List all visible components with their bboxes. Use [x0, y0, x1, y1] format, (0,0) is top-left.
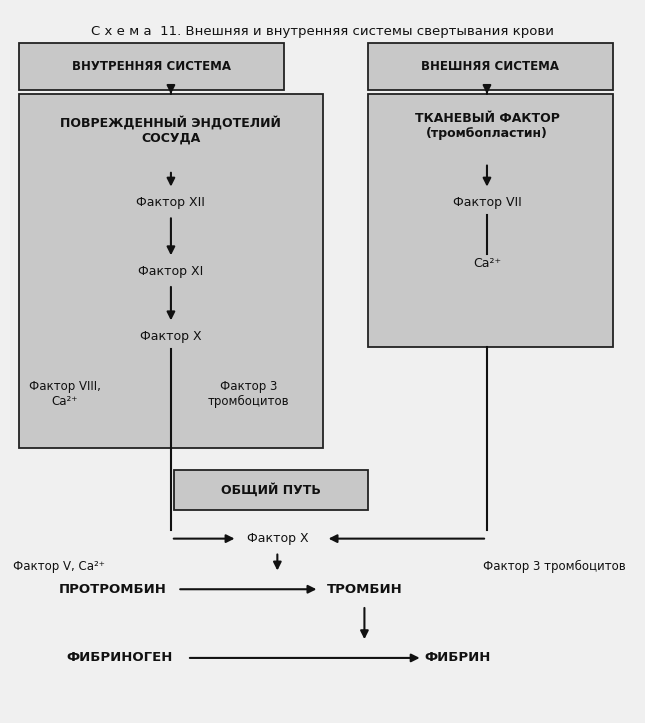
Text: Фактор Х: Фактор Х [140, 330, 202, 343]
FancyBboxPatch shape [368, 94, 613, 347]
Text: Фактор 3 тромбоцитов: Фактор 3 тромбоцитов [483, 560, 626, 573]
Text: ВНУТРЕННЯЯ СИСТЕМА: ВНУТРЕННЯЯ СИСТЕМА [72, 61, 231, 73]
Text: Фактор XI: Фактор XI [138, 265, 204, 278]
FancyBboxPatch shape [19, 43, 284, 90]
Text: ФИБРИНОГЕН: ФИБРИНОГЕН [66, 651, 172, 664]
Text: Ca²⁺: Ca²⁺ [473, 257, 501, 270]
Text: ТКАНЕВЫЙ ФАКТОР
(тромбопластин): ТКАНЕВЫЙ ФАКТОР (тромбопластин) [415, 112, 559, 140]
Text: С х е м а  11. Внешняя и внутренняя системы свертывания крови: С х е м а 11. Внешняя и внутренняя систе… [91, 25, 554, 38]
Text: ПОВРЕЖДЕННЫЙ ЭНДОТЕЛИЙ
СОСУДА: ПОВРЕЖДЕННЫЙ ЭНДОТЕЛИЙ СОСУДА [61, 116, 281, 145]
FancyBboxPatch shape [19, 94, 322, 448]
FancyBboxPatch shape [174, 470, 368, 510]
FancyBboxPatch shape [368, 43, 613, 90]
Text: ПРОТРОМБИН: ПРОТРОМБИН [59, 583, 167, 596]
Text: Фактор XII: Фактор XII [137, 196, 205, 209]
Text: ОБЩИЙ ПУТЬ: ОБЩИЙ ПУТЬ [221, 483, 321, 497]
Text: Фактор Х: Фактор Х [246, 532, 308, 545]
Text: ТРОМБИН: ТРОМБИН [326, 583, 402, 596]
Text: Фактор 3
тромбоцитов: Фактор 3 тромбоцитов [208, 380, 289, 408]
Text: ФИБРИН: ФИБРИН [425, 651, 491, 664]
Text: ВНЕШНЯЯ СИСТЕМА: ВНЕШНЯЯ СИСТЕМА [421, 61, 559, 73]
Text: Фактор V, Ca²⁺: Фактор V, Ca²⁺ [13, 560, 104, 573]
Text: Фактор VII: Фактор VII [453, 196, 521, 209]
Text: Фактор VIII,
Ca²⁺: Фактор VIII, Ca²⁺ [28, 380, 101, 408]
